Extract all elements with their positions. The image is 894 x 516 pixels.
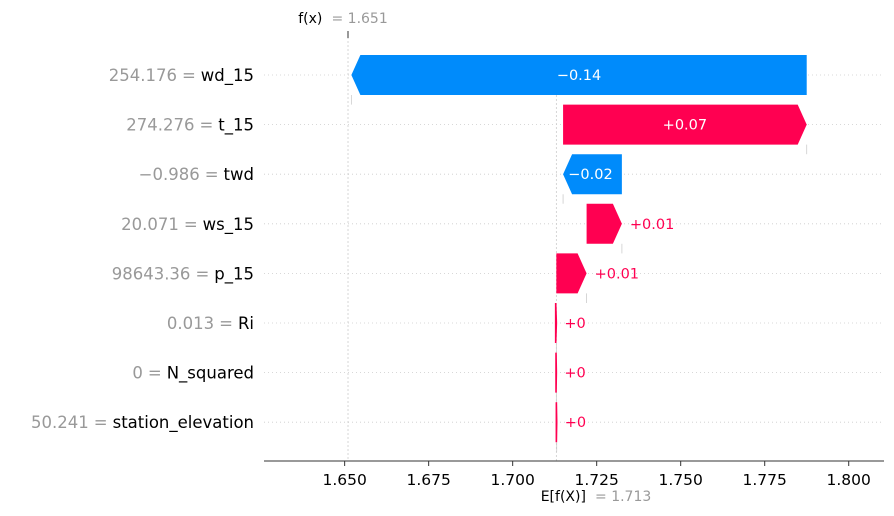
feature-value: 0.013 [167,314,214,333]
feature-equals: = [199,116,213,135]
feature-label: 274.276 = t_15 [126,116,254,136]
expected-value-label: E[f(X)] = 1.713 [541,486,652,505]
feature-equals: = [205,165,219,184]
feature-value: 50.241 [31,413,89,432]
feature-label: 98643.36 = p_15 [112,264,254,284]
feature-equals: = [184,215,198,234]
feature-value: 98643.36 [112,264,191,283]
feature-value: 0 [132,364,143,383]
x-tick-label: 1.650 [322,471,366,489]
contribution-bar [554,302,558,344]
grid-layer [264,33,884,461]
feature-equals: = [148,364,162,383]
feature-equals: = [195,264,209,283]
feature-value: 274.276 [126,116,194,135]
feature-equals: = [182,66,196,85]
feature-value: −0.986 [139,165,200,184]
bar-value-label: −0.02 [568,167,612,183]
feature-value: 254.176 [109,66,177,85]
x-tick-label: 1.700 [490,471,534,489]
contribution-bar [556,253,587,294]
feature-label: 50.241 = station_elevation [31,413,254,433]
labels-layer: 254.176 = wd_15 −0.14 274.276 = t_15 +0.07 −0.98… [31,66,707,433]
contribution-bar [586,203,622,244]
feature-equals: = [94,413,108,432]
feature-name: ws_15 [203,215,254,235]
feature-name: station_elevation [113,413,254,433]
x-tick-label: 1.675 [406,471,450,489]
feature-name: p_15 [214,264,254,284]
feature-label: 0.013 = Ri [167,314,254,333]
ex-symbol: E[f(X)] [541,489,586,505]
bar-value-label: +0 [564,366,585,382]
feature-name: twd [224,165,254,184]
feature-equals: = [219,314,233,333]
feature-value: 20.071 [121,215,179,234]
x-tick-label: 1.750 [659,471,703,489]
bar-value-label: +0.07 [663,118,707,134]
fx-symbol: f(x) [298,11,322,27]
feature-name: t_15 [218,116,254,136]
ex-value: = 1.713 [595,489,651,505]
fx-label: f(x) = 1.651 [298,8,388,27]
feature-label: −0.986 = twd [139,165,254,184]
x-tick-label: 1.725 [574,471,618,489]
feature-name: N_squared [167,364,254,384]
feature-name: wd_15 [201,66,254,86]
bar-value-label: +0 [565,415,586,431]
feature-label: 254.176 = wd_15 [109,66,254,86]
contribution-bar [563,154,622,195]
feature-label: 0 = N_squared [132,364,254,384]
bar-value-label: −0.14 [557,68,601,84]
contribution-bar [351,55,807,95]
bar-value-label: +0.01 [595,266,639,282]
bar-value-label: +0.01 [630,217,674,233]
fx-value: = 1.651 [331,11,387,27]
x-tick-label: 1.800 [827,471,871,489]
contribution-bar [563,104,807,145]
bars-layer [351,55,807,443]
x-axis: 1.650 1.675 1.700 1.725 1.750 1.775 1.800 [264,31,884,489]
bar-value-label: +0 [564,316,585,332]
feature-label: 20.071 = ws_15 [121,215,254,235]
feature-name: Ri [238,314,254,333]
x-tick-label: 1.775 [743,471,787,489]
